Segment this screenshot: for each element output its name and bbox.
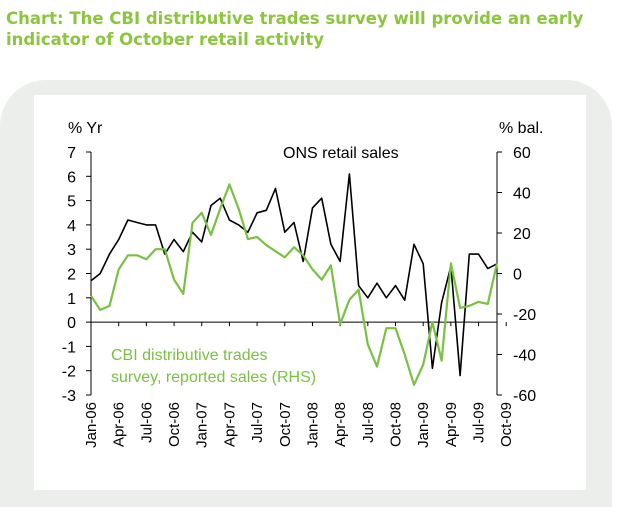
- x-tick-label: Jan-07: [194, 402, 211, 448]
- cbi-series-annotation-line1: CBI distributive trades: [111, 347, 268, 364]
- left-tick-label: 0: [67, 315, 76, 332]
- right-axis-label: % bal.: [499, 120, 543, 137]
- right-tick-label: 20: [513, 226, 531, 243]
- right-tick-label: 0: [513, 267, 522, 284]
- x-tick-label: Apr-08: [332, 402, 349, 447]
- x-tick-label: Oct-07: [277, 402, 294, 447]
- left-tick-label: 3: [67, 242, 76, 259]
- right-tick-label: 40: [513, 186, 531, 203]
- x-tick-label: Apr-09: [443, 402, 460, 447]
- right-tick-label: -60: [513, 388, 536, 405]
- right-tick-label: 60: [513, 145, 531, 162]
- left-axis-label: % Yr: [68, 120, 103, 137]
- x-tick-label: Jan-08: [304, 402, 321, 448]
- left-tick-label: 5: [67, 194, 76, 211]
- x-tick-label: Oct-08: [388, 402, 405, 447]
- left-tick-label: -2: [62, 364, 76, 381]
- left-tick-label: 6: [67, 169, 76, 186]
- x-tick-label: Apr-06: [111, 402, 128, 447]
- x-tick-label: Jul-08: [360, 402, 377, 443]
- x-tick-label: Jan-09: [415, 402, 432, 448]
- left-tick-label: 7: [67, 145, 76, 162]
- cbi-reported-sales-line: [90, 183, 499, 386]
- left-tick-label: 1: [67, 291, 76, 308]
- plot-area-background: [34, 95, 586, 490]
- x-tick-label: Oct-06: [166, 402, 183, 447]
- left-tick-label: 2: [67, 267, 76, 284]
- x-tick-label: Jan-06: [83, 402, 100, 448]
- cbi-series-annotation-line2: survey, reported sales (RHS): [111, 369, 316, 386]
- left-tick-label: 4: [67, 218, 76, 235]
- right-tick-label: -20: [513, 307, 536, 324]
- chart-title: Chart: The CBI distributive trades surve…: [6, 9, 584, 49]
- ons-retail-sales-line: [90, 173, 498, 377]
- x-tick-label: Oct-09: [498, 402, 515, 447]
- right-tick-label: -40: [513, 348, 536, 365]
- x-tick-label: Jul-09: [471, 402, 488, 443]
- x-tick-label: Jul-06: [138, 402, 155, 443]
- x-tick-label: Jul-07: [249, 402, 266, 443]
- left-tick-label: -3: [62, 388, 76, 405]
- ons-series-annotation: ONS retail sales: [283, 145, 399, 162]
- left-tick-label: -1: [62, 339, 76, 356]
- x-tick-label: Apr-07: [221, 402, 238, 447]
